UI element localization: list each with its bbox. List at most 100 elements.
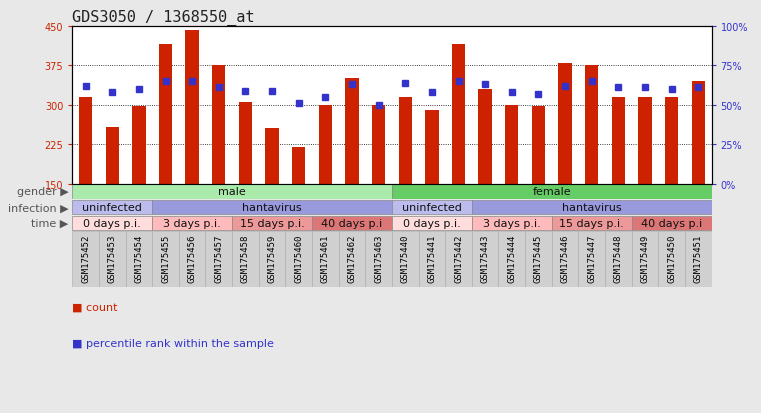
Bar xyxy=(179,231,205,287)
Bar xyxy=(126,231,152,287)
Bar xyxy=(585,66,598,184)
Text: GSM175442: GSM175442 xyxy=(454,234,463,282)
Text: 15 days p.i.: 15 days p.i. xyxy=(240,218,304,228)
Text: GSM175463: GSM175463 xyxy=(374,234,383,282)
Bar xyxy=(578,231,605,287)
Bar xyxy=(292,147,305,184)
Bar xyxy=(392,216,472,230)
Bar xyxy=(665,97,678,184)
Text: GSM175458: GSM175458 xyxy=(241,234,250,282)
Bar xyxy=(72,185,392,199)
Bar xyxy=(365,231,392,287)
Text: GSM175456: GSM175456 xyxy=(188,234,196,282)
Text: hantavirus: hantavirus xyxy=(242,203,302,213)
Bar xyxy=(132,107,145,184)
Bar xyxy=(152,231,179,287)
Bar xyxy=(692,82,705,184)
Text: uninfected: uninfected xyxy=(402,203,462,213)
Bar xyxy=(232,231,259,287)
Text: GSM175460: GSM175460 xyxy=(295,234,303,282)
Text: gender ▶: gender ▶ xyxy=(17,187,68,197)
Bar xyxy=(212,66,225,184)
Text: GSM175440: GSM175440 xyxy=(401,234,409,282)
Bar xyxy=(419,231,445,287)
Text: 0 days p.i.: 0 days p.i. xyxy=(84,218,141,228)
Bar xyxy=(186,31,199,184)
Bar xyxy=(152,216,232,230)
Bar xyxy=(445,231,472,287)
Bar xyxy=(532,107,545,184)
Text: GSM175446: GSM175446 xyxy=(561,234,569,282)
Text: GSM175450: GSM175450 xyxy=(667,234,676,282)
Bar xyxy=(72,201,152,215)
Bar xyxy=(312,231,339,287)
Bar xyxy=(498,231,525,287)
Text: GSM175454: GSM175454 xyxy=(135,234,143,282)
Bar xyxy=(392,231,419,287)
Bar xyxy=(392,201,472,215)
Bar xyxy=(232,216,312,230)
Text: 40 days p.i: 40 days p.i xyxy=(321,218,383,228)
Bar xyxy=(345,79,358,184)
Bar xyxy=(452,45,465,184)
Bar xyxy=(638,97,651,184)
Text: 3 days p.i.: 3 days p.i. xyxy=(164,218,221,228)
Bar xyxy=(472,216,552,230)
Text: GSM175444: GSM175444 xyxy=(508,234,516,282)
Bar xyxy=(99,231,126,287)
Text: time ▶: time ▶ xyxy=(31,218,68,228)
Text: 15 days p.i.: 15 days p.i. xyxy=(559,218,624,228)
Bar xyxy=(312,216,392,230)
Text: GSM175449: GSM175449 xyxy=(641,234,649,282)
Bar xyxy=(472,231,498,287)
Bar xyxy=(72,231,99,287)
Text: infection ▶: infection ▶ xyxy=(8,203,68,213)
Bar xyxy=(632,216,712,230)
Bar xyxy=(552,216,632,230)
Bar xyxy=(205,231,232,287)
Text: GSM175447: GSM175447 xyxy=(587,234,596,282)
Text: GSM175452: GSM175452 xyxy=(81,234,90,282)
Bar xyxy=(472,201,712,215)
Text: 3 days p.i.: 3 days p.i. xyxy=(483,218,540,228)
Text: 0 days p.i.: 0 days p.i. xyxy=(403,218,460,228)
Text: GDS3050 / 1368550_at: GDS3050 / 1368550_at xyxy=(72,9,255,26)
Bar xyxy=(106,128,119,184)
Bar xyxy=(479,90,492,184)
Bar xyxy=(239,103,252,184)
Text: GSM175457: GSM175457 xyxy=(215,234,223,282)
Bar xyxy=(425,111,438,184)
Text: GSM175443: GSM175443 xyxy=(481,234,489,282)
Text: ■ percentile rank within the sample: ■ percentile rank within the sample xyxy=(72,339,274,349)
Text: ■ count: ■ count xyxy=(72,301,118,311)
Bar xyxy=(552,231,578,287)
Text: GSM175453: GSM175453 xyxy=(108,234,116,282)
Bar xyxy=(72,216,152,230)
Bar xyxy=(285,231,312,287)
Bar xyxy=(159,45,172,184)
Text: male: male xyxy=(218,187,246,197)
Bar xyxy=(266,129,279,184)
Bar xyxy=(632,231,658,287)
Text: 40 days p.i: 40 days p.i xyxy=(641,218,702,228)
Bar xyxy=(79,97,92,184)
Text: GSM175462: GSM175462 xyxy=(348,234,356,282)
Bar xyxy=(399,97,412,184)
Text: GSM175455: GSM175455 xyxy=(161,234,170,282)
Bar xyxy=(372,105,385,184)
Bar xyxy=(259,231,285,287)
Text: GSM175448: GSM175448 xyxy=(614,234,622,282)
Text: GSM175461: GSM175461 xyxy=(321,234,330,282)
Bar xyxy=(392,185,712,199)
Text: female: female xyxy=(533,187,571,197)
Text: GSM175445: GSM175445 xyxy=(534,234,543,282)
Bar xyxy=(658,231,685,287)
Bar xyxy=(339,231,365,287)
Bar xyxy=(525,231,552,287)
Text: GSM175459: GSM175459 xyxy=(268,234,276,282)
Text: GSM175451: GSM175451 xyxy=(694,234,702,282)
Bar xyxy=(605,231,632,287)
Bar xyxy=(319,105,332,184)
Text: GSM175441: GSM175441 xyxy=(428,234,436,282)
Bar xyxy=(559,64,572,184)
